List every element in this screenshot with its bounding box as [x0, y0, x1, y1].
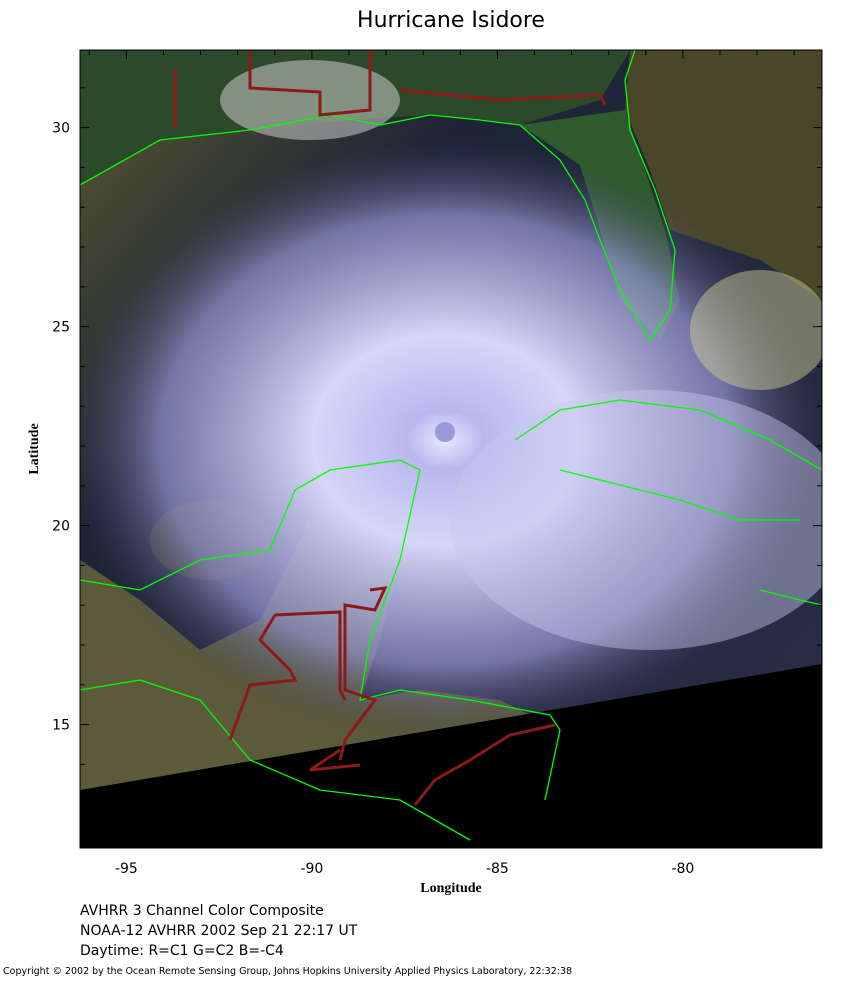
y-tick-label: 20 — [52, 519, 70, 535]
y-axis-label: Latitude — [27, 423, 42, 474]
y-tick-label: 25 — [52, 320, 70, 336]
x-tick-label: -85 — [486, 861, 509, 877]
y-tick-label: 15 — [52, 718, 70, 734]
x-tick-label: -95 — [115, 861, 138, 877]
map-title: Hurricane Isidore — [357, 8, 545, 33]
caption-line: AVHRR 3 Channel Color Composite — [80, 903, 324, 919]
caption-line: Daytime: R=C1 G=C2 B=-C4 — [80, 943, 284, 959]
plot-frame — [79, 49, 823, 849]
x-tick-label: -80 — [671, 861, 694, 877]
copyright: Copyright © 2002 by the Ocean Remote Sen… — [3, 966, 572, 977]
y-tick-label: 30 — [52, 121, 70, 137]
x-tick-label: -90 — [300, 861, 323, 877]
caption-line: NOAA-12 AVHRR 2002 Sep 21 22:17 UT — [80, 923, 358, 939]
satellite-image — [80, 50, 822, 848]
x-axis-label: Longitude — [420, 881, 481, 896]
